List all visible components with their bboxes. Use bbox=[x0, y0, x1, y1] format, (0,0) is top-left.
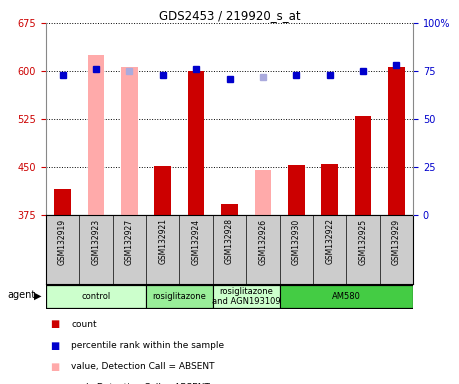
Bar bbox=[280, 285, 413, 308]
Text: rank, Detection Call = ABSENT: rank, Detection Call = ABSENT bbox=[71, 383, 210, 384]
Text: GSM132925: GSM132925 bbox=[358, 218, 368, 265]
Bar bbox=[388, 66, 405, 215]
Text: GSM132927: GSM132927 bbox=[125, 218, 134, 265]
Bar bbox=[213, 285, 280, 308]
Text: ■: ■ bbox=[50, 383, 60, 384]
Text: GSM132919: GSM132919 bbox=[58, 218, 67, 265]
Text: percentile rank within the sample: percentile rank within the sample bbox=[71, 341, 224, 350]
Bar bbox=[154, 166, 171, 215]
Bar bbox=[255, 170, 271, 215]
Bar bbox=[121, 66, 138, 215]
Bar bbox=[288, 165, 305, 215]
Text: GSM132926: GSM132926 bbox=[258, 218, 268, 265]
Text: count: count bbox=[71, 320, 97, 329]
Text: rosiglitazone: rosiglitazone bbox=[152, 292, 207, 301]
Text: ▶: ▶ bbox=[34, 290, 42, 300]
Text: ■: ■ bbox=[50, 319, 60, 329]
Text: control: control bbox=[81, 292, 111, 301]
Text: rosiglitazone
and AGN193109: rosiglitazone and AGN193109 bbox=[212, 287, 280, 306]
Text: agent: agent bbox=[7, 290, 35, 300]
Text: GSM132928: GSM132928 bbox=[225, 218, 234, 265]
Title: GDS2453 / 219920_s_at: GDS2453 / 219920_s_at bbox=[159, 9, 300, 22]
Bar bbox=[188, 71, 204, 215]
Text: GSM132929: GSM132929 bbox=[392, 218, 401, 265]
Text: AM580: AM580 bbox=[332, 292, 361, 301]
Text: GSM132921: GSM132921 bbox=[158, 218, 167, 265]
Text: ■: ■ bbox=[50, 362, 60, 372]
Text: GSM132930: GSM132930 bbox=[292, 218, 301, 265]
Text: ■: ■ bbox=[50, 341, 60, 351]
Text: GSM132922: GSM132922 bbox=[325, 218, 334, 265]
Text: GSM132924: GSM132924 bbox=[191, 218, 201, 265]
Bar bbox=[146, 285, 213, 308]
Bar bbox=[221, 204, 238, 215]
Bar bbox=[88, 55, 104, 215]
Text: GSM132923: GSM132923 bbox=[91, 218, 101, 265]
Bar bbox=[321, 164, 338, 215]
Bar bbox=[54, 189, 71, 215]
Text: value, Detection Call = ABSENT: value, Detection Call = ABSENT bbox=[71, 362, 215, 371]
Bar bbox=[46, 285, 146, 308]
Bar bbox=[355, 116, 371, 215]
